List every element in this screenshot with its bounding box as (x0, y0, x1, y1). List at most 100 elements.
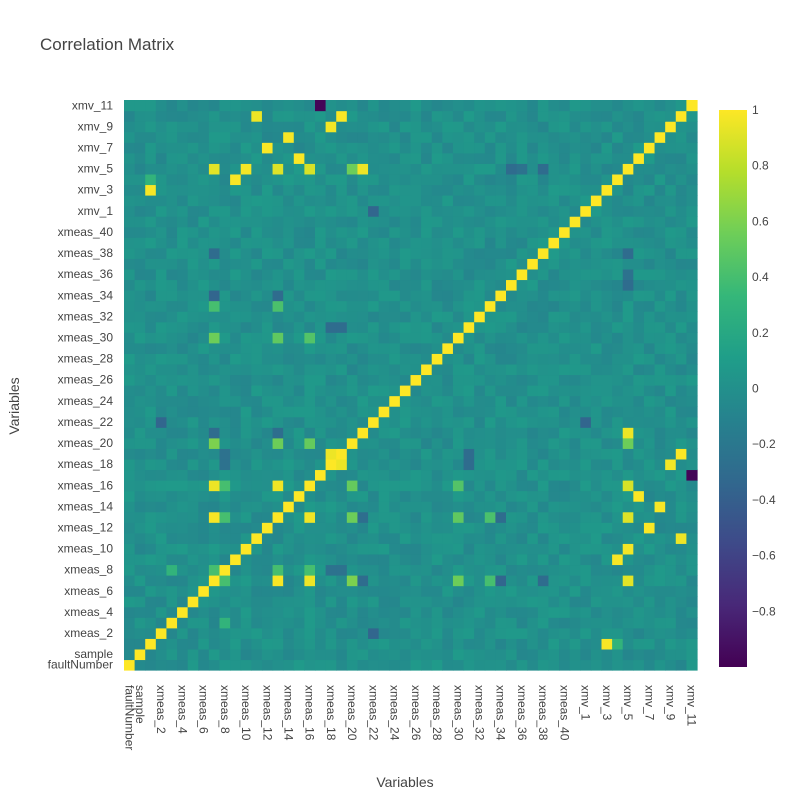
heatmap-cell-xmeas_22-xmeas_1 (145, 416, 157, 428)
heatmap-cell-xmeas_2-xmeas_4 (177, 627, 189, 639)
heatmap-cell-xmeas_23-xmv_5 (622, 406, 634, 418)
heatmap-cell-xmeas_9-xmeas_12 (261, 553, 274, 566)
heatmap-cell-sample-xmeas_4 (177, 648, 189, 661)
heatmap-cell-xmv_2-xmeas_27 (421, 195, 433, 207)
heatmap-cell-xmv_11-xmeas_4 (177, 100, 189, 112)
heatmap-cell-xmeas_5-xmeas_16 (304, 596, 316, 608)
heatmap-cell-xmeas_7-xmv_1 (580, 575, 592, 587)
heatmap-cell-xmeas_29-xmv_1 (580, 342, 592, 354)
heatmap-cell-xmv_6-xmeas_15 (293, 152, 305, 164)
heatmap-cell-xmeas_40-xmeas_41 (569, 226, 581, 238)
heatmap-cell-xmeas_15-xmv_2 (590, 490, 603, 502)
heatmap-cell-xmeas_19-xmeas_15 (293, 448, 305, 460)
heatmap-cell-xmeas_38-xmv_2 (590, 247, 603, 259)
heatmap-cell-xmeas_9-xmeas_39 (548, 553, 560, 566)
heatmap-cell-xmv_3-xmeas_9 (230, 184, 242, 196)
heatmap-cell-xmeas_11-xmeas_40 (559, 532, 571, 544)
heatmap-cell-xmeas_15-xmeas_9 (230, 490, 242, 502)
heatmap-cell-xmeas_26-xmeas_33 (484, 374, 496, 386)
heatmap-cell-xmeas_36-xmeas_13 (272, 268, 284, 281)
heatmap-cell-xmv_8-xmeas_35 (506, 131, 518, 143)
heatmap-cell-xmeas_12-xmv_2 (590, 522, 603, 534)
heatmap-cell-xmv_4-xmeas_38 (537, 173, 550, 186)
heatmap-cell-xmv_9-xmv_2 (590, 121, 603, 133)
heatmap-cell-xmeas_21-xmeas_36 (516, 427, 528, 439)
heatmap-cell-xmeas_7-faultNumber (124, 575, 136, 587)
heatmap-cell-xmeas_6-xmeas_38 (537, 585, 550, 597)
heatmap-cell-xmeas_32-xmeas_41 (569, 311, 581, 323)
heatmap-cell-xmeas_16-xmeas_38 (537, 480, 550, 492)
heatmap-cell-xmeas_23-xmv_1 (580, 406, 592, 418)
heatmap-cell-xmv_11-xmv_1 (580, 100, 592, 112)
heatmap-cell-xmeas_10-xmeas_25 (399, 543, 412, 555)
heatmap-cell-xmeas_8-xmeas_10 (240, 564, 252, 576)
heatmap-cell-xmeas_31-xmeas_33 (484, 321, 496, 333)
heatmap-cell-xmeas_32-xmeas_6 (198, 311, 210, 323)
heatmap-cell-xmeas_17-xmeas_14 (283, 469, 295, 481)
heatmap-cell-xmeas_13-xmeas_11 (251, 511, 263, 523)
heatmap-cell-xmv_6-xmv_8 (654, 152, 666, 164)
heatmap-cell-xmeas_22-faultNumber (124, 416, 136, 428)
heatmap-cell-xmeas_41-xmeas_35 (506, 216, 518, 228)
heatmap-cell-xmv_10-xmeas_3 (166, 110, 178, 122)
heatmap-cell-xmeas_3-xmeas_34 (495, 617, 507, 629)
heatmap-cell-xmeas_18-xmeas_19 (336, 458, 348, 471)
heatmap-cell-xmeas_30-xmeas_40 (559, 332, 571, 344)
heatmap-cell-xmeas_28-xmeas_19 (336, 353, 348, 365)
heatmap-cell-xmv_7-xmeas_15 (293, 142, 305, 154)
heatmap-cell-xmeas_14-xmeas_17 (315, 501, 327, 513)
heatmap-cell-xmeas_41-xmeas_29 (442, 216, 454, 228)
heatmap-cell-xmv_9-xmeas_2 (155, 121, 168, 133)
heatmap-cell-xmeas_17-xmeas_30 (452, 469, 465, 481)
heatmap-cell-xmeas_7-xmeas_23 (378, 575, 390, 587)
heatmap-cell-xmeas_27-xmeas_7 (208, 363, 221, 376)
heatmap-cell-xmv_6-xmeas_26 (410, 152, 422, 164)
heatmap-cell-xmv_1-xmeas_22 (368, 205, 380, 217)
heatmap-cell-xmeas_1-xmeas_8 (219, 638, 231, 650)
heatmap-cell-xmeas_41-xmv_1 (580, 216, 592, 228)
heatmap-cell-xmeas_3-xmeas_25 (399, 617, 412, 629)
x-axis-title: Variables (376, 774, 433, 790)
heatmap-cell-xmeas_38-xmeas_28 (431, 247, 443, 259)
heatmap-cell-xmeas_13-xmeas_14 (283, 511, 295, 523)
heatmap-cell-xmv_10-xmeas_13 (272, 110, 284, 122)
heatmap-cell-xmeas_20-xmv_7 (643, 437, 656, 449)
heatmap-cell-xmeas_22-xmv_8 (654, 416, 666, 428)
heatmap-cell-xmeas_38-xmeas_40 (559, 247, 571, 259)
heatmap-cell-xmv_7-xmeas_7 (208, 142, 221, 154)
heatmap-cell-faultNumber-xmeas_19 (336, 659, 348, 671)
heatmap-cell-xmeas_9-xmeas_18 (325, 553, 337, 566)
heatmap-cell-xmeas_8-xmeas_36 (516, 564, 528, 576)
heatmap-cell-xmeas_30-xmeas_16 (304, 332, 316, 344)
heatmap-cell-xmeas_17-xmeas_19 (336, 469, 348, 481)
heatmap-cell-xmeas_35-xmeas_24 (389, 279, 401, 291)
heatmap-cell-faultNumber-xmeas_36 (516, 659, 528, 671)
heatmap-cell-xmeas_13-xmv_5 (622, 511, 634, 523)
heatmap-cell-xmeas_9-xmv_5 (622, 553, 634, 566)
heatmap-cell-xmv_5-xmeas_41 (569, 163, 581, 175)
heatmap-cell-faultNumber-xmeas_24 (389, 659, 401, 671)
heatmap-cell-xmeas_18-xmeas_8 (219, 458, 231, 471)
heatmap-cell-xmeas_12-xmeas_36 (516, 522, 528, 534)
heatmap-cell-xmeas_20-xmeas_20 (346, 437, 359, 449)
heatmap-cell-xmeas_30-xmv_3 (601, 332, 613, 344)
heatmap-cell-xmeas_4-xmeas_30 (452, 606, 465, 618)
heatmap-cell-xmeas_20-xmeas_16 (304, 437, 316, 449)
heatmap-cell-faultNumber-xmv_3 (601, 659, 613, 671)
heatmap-cell-xmeas_22-xmeas_7 (208, 416, 221, 428)
heatmap-cell-xmeas_2-xmeas_23 (378, 627, 390, 639)
heatmap-cell-xmeas_16-xmeas_6 (198, 480, 210, 492)
heatmap-cell-xmeas_16-xmeas_19 (336, 480, 348, 492)
heatmap-cell-xmeas_14-xmv_9 (665, 501, 677, 513)
heatmap-cell-xmeas_1-xmeas_29 (442, 638, 454, 650)
heatmap-cell-xmeas_17-xmeas_8 (219, 469, 231, 481)
heatmap-cell-xmeas_11-xmeas_33 (484, 532, 496, 544)
heatmap-cell-xmeas_23-xmeas_32 (474, 406, 486, 418)
heatmap-cell-xmeas_3-xmeas_32 (474, 617, 486, 629)
heatmap-cell-xmeas_41-xmeas_22 (368, 216, 380, 228)
heatmap-cell-xmeas_22-xmeas_13 (272, 416, 284, 428)
heatmap-cell-xmeas_30-xmeas_17 (315, 332, 327, 344)
heatmap-cell-xmeas_29-xmeas_9 (230, 342, 242, 354)
heatmap-cell-xmeas_24-xmeas_25 (399, 395, 412, 407)
heatmap-cell-xmeas_11-xmeas_19 (336, 532, 348, 544)
